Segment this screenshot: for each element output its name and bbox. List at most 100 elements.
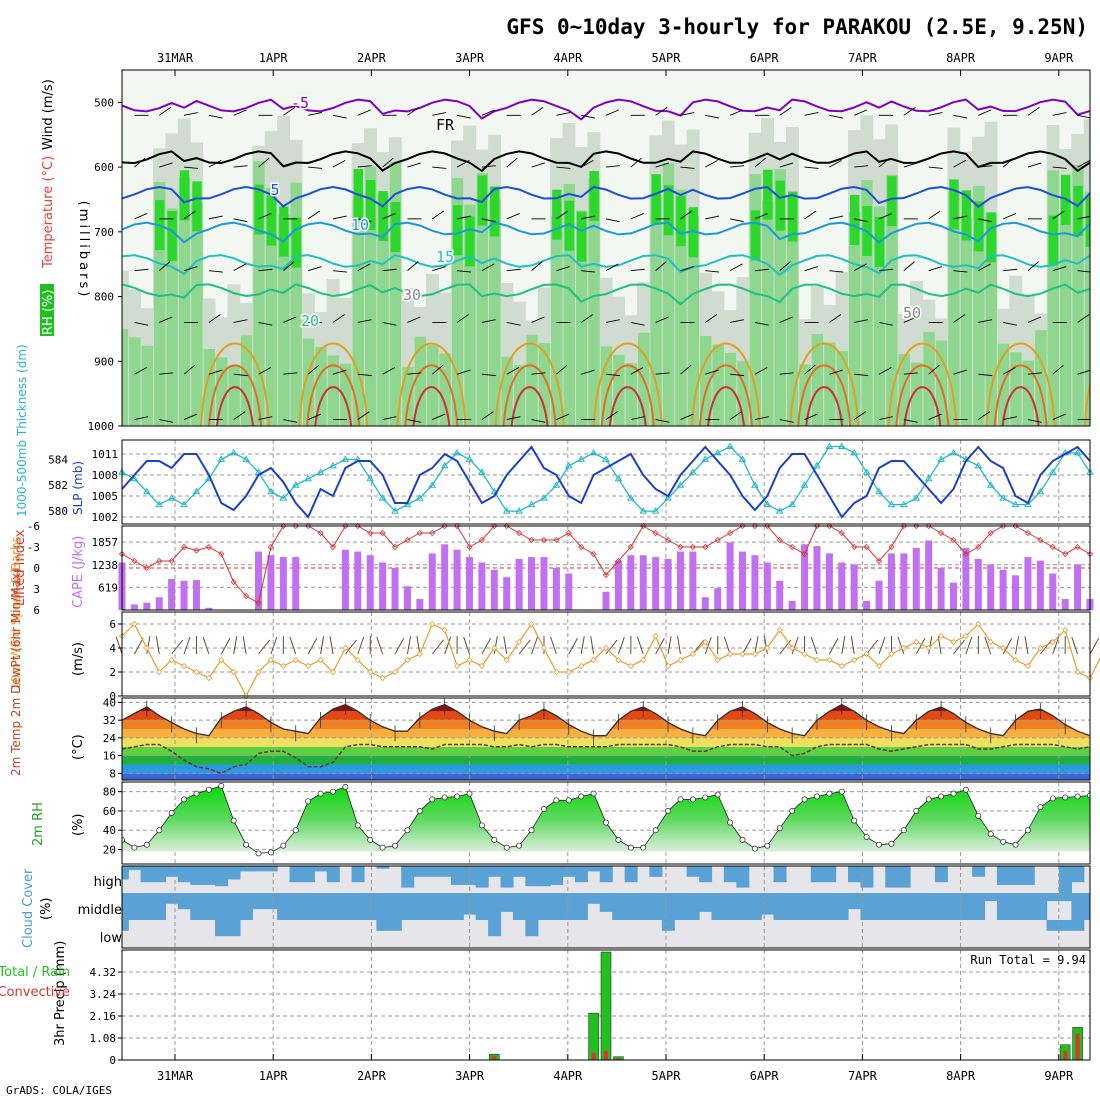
- axis-tick-label: 8: [109, 767, 116, 780]
- li-tick-label: -3: [27, 541, 40, 554]
- cloud-bar-high: [736, 866, 749, 888]
- precip-panel: 4.323.242.161.080 Run Total = 9.94 3hr P…: [0, 941, 1090, 1067]
- wind-barb: [851, 636, 854, 654]
- cloud-bar-high: [898, 866, 911, 888]
- cape-bar: [925, 541, 932, 610]
- wind-barb: [569, 638, 578, 654]
- wind-barb: [966, 637, 972, 654]
- cloud-bar-middle: [798, 893, 811, 920]
- cloud-bar-middle: [910, 893, 923, 920]
- cloud-bar-middle: [227, 893, 240, 920]
- rh-band-70: [762, 201, 773, 426]
- rh-point: [541, 806, 546, 811]
- rh-point: [206, 787, 211, 792]
- rh-point: [976, 813, 981, 818]
- cape-bar: [1012, 575, 1019, 610]
- rh-point: [132, 845, 137, 850]
- wind-barb: [829, 638, 838, 654]
- cloud-bar-high: [563, 866, 576, 877]
- legend-convective: Convective: [0, 985, 70, 1000]
- rh-point: [343, 784, 348, 789]
- wind-barb: [184, 637, 190, 654]
- cloud-bar-high: [1009, 866, 1022, 885]
- cape-bar: [143, 603, 150, 610]
- cloud-bar-middle: [674, 893, 687, 920]
- rh-point: [1025, 828, 1030, 833]
- cloud-bar-middle: [339, 893, 352, 920]
- cloud-bar-middle: [774, 893, 787, 920]
- axis-tick-label: 800: [94, 291, 114, 304]
- axis-tick-label: 2: [109, 666, 116, 679]
- rh-point: [628, 845, 633, 850]
- rh-band-90: [589, 171, 598, 221]
- rh-point: [802, 797, 807, 802]
- rh-point: [405, 828, 410, 833]
- wind-speed-point: [467, 658, 472, 663]
- date-label-top: 1APR: [259, 51, 289, 65]
- cloud-bar-high: [625, 866, 638, 882]
- cloud-bar-middle: [687, 893, 700, 920]
- rh-point: [566, 798, 571, 803]
- wind-barb: [678, 636, 681, 654]
- cloud-bar-high: [178, 866, 191, 882]
- axis-tick-label: 80: [103, 786, 116, 799]
- wind-barb: [1072, 637, 1078, 654]
- wind-barb: [259, 640, 270, 654]
- temp-band: [122, 756, 1090, 765]
- rh-point: [690, 797, 695, 802]
- cape-bar: [181, 581, 188, 610]
- cloud-bar-middle: [724, 893, 737, 920]
- cape-bar: [553, 568, 560, 610]
- rh-band-70: [712, 344, 723, 426]
- cloud-bar-middle: [972, 893, 985, 920]
- cape-bar: [962, 548, 969, 610]
- cloud-bar-middle: [935, 893, 948, 920]
- rh-point: [665, 808, 670, 813]
- cape-bar: [454, 550, 461, 610]
- wind-barbs-10m: [116, 636, 1099, 654]
- cloud-bar-middle: [178, 893, 191, 909]
- cloud-bar-middle: [476, 893, 489, 920]
- cloud-bar-middle: [302, 893, 315, 920]
- wind-speed-point: [306, 664, 311, 669]
- wind-axis-title: (m/s): [71, 642, 86, 676]
- rh-point: [467, 791, 472, 796]
- date-label-top: 7APR: [848, 51, 878, 65]
- cloud-bar-middle: [1059, 893, 1072, 901]
- date-label-bottom: 31MAR: [157, 1069, 194, 1083]
- cloud-bar-high: [823, 866, 836, 882]
- cape-bar: [751, 555, 758, 610]
- cape-bar: [441, 544, 448, 610]
- precip-convective-bar: [492, 1056, 496, 1060]
- cape-label: CAPE (J/kg): [71, 536, 86, 608]
- rh-point: [889, 841, 894, 846]
- wind-speed-point: [455, 664, 460, 669]
- rh-point: [938, 794, 943, 799]
- wind-barb: [395, 638, 404, 654]
- cloud-bar-middle: [637, 893, 650, 920]
- rh-point: [368, 837, 373, 842]
- wind-barb: [551, 637, 557, 654]
- cloud-bar-middle: [873, 893, 886, 920]
- cape-bar: [826, 553, 833, 610]
- axis-tick-label: 24: [103, 732, 117, 745]
- precip-convective-bar: [604, 1051, 608, 1060]
- wind-barb: [724, 637, 730, 654]
- cloud-row-middle: middle: [78, 903, 122, 918]
- rh-point: [988, 831, 993, 836]
- cloud-bar-middle: [128, 893, 141, 920]
- cloud-bar-middle: [252, 893, 265, 909]
- rh-band-90: [192, 181, 201, 231]
- cloud-bar-high: [141, 866, 154, 882]
- wind-speed-point: [293, 658, 298, 663]
- wind-speed-point: [641, 658, 646, 663]
- wind-barb: [743, 638, 752, 654]
- wind-barb: [243, 636, 246, 654]
- precip-bars: [489, 952, 1082, 1060]
- cloud-bar-high: [302, 866, 315, 882]
- cloud-bar-high: [352, 866, 365, 882]
- rh-point: [1001, 839, 1006, 844]
- contour-label: 50: [903, 304, 921, 322]
